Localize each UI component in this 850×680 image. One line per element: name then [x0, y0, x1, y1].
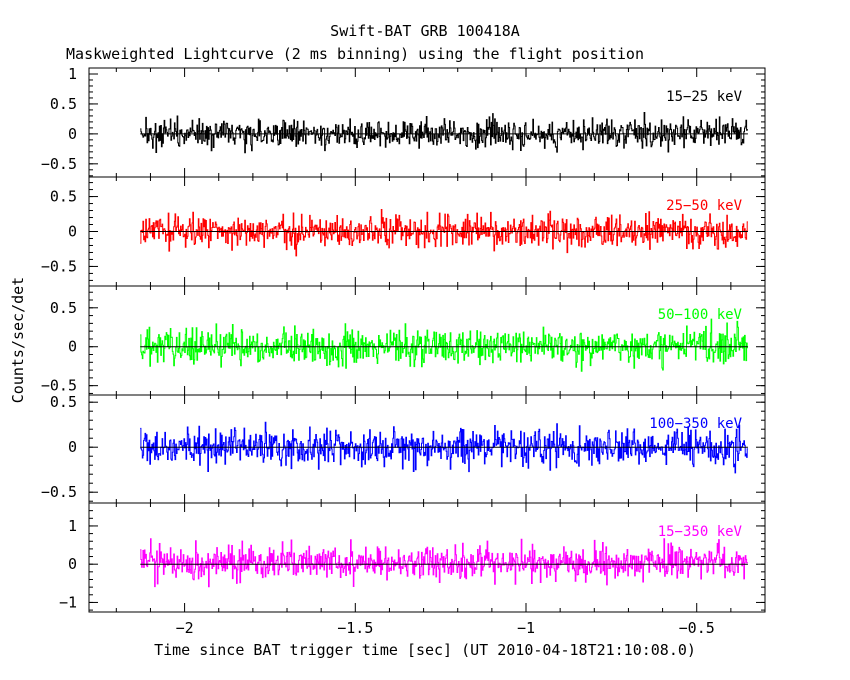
y-tick-label: 0.5 [50, 188, 77, 206]
panel-3: −0.5 0 0.5 50−100 keV [41, 285, 766, 396]
y-tick-label: 0 [68, 555, 77, 573]
series-line [140, 209, 748, 257]
y-tick-label: 1 [68, 65, 77, 83]
series-line [140, 112, 748, 154]
y-tick-label: −0.5 [41, 257, 77, 275]
x-axis: −2 −1.5 −1 −0.5 [176, 619, 715, 637]
band-label: 100−350 keV [649, 416, 742, 432]
chart-title: Swift-BAT GRB 100418A [330, 22, 520, 40]
y-tick-label: 0.5 [50, 95, 77, 113]
panel-2: −0.5 0 0.5 25−50 keV [41, 176, 766, 287]
band-label: 25−50 keV [666, 198, 742, 214]
panel-1: −0.5 0 0.5 1 15−25 keV [41, 65, 766, 178]
y-tick-label: −0.5 [41, 155, 77, 173]
x-axis-label: Time since BAT trigger time [sec] (UT 20… [154, 641, 696, 659]
band-label: 15−350 keV [658, 524, 743, 540]
panel-5: −1 0 1 15−350 keV [59, 502, 766, 613]
y-tick-label: 0 [68, 125, 77, 143]
x-tick-label: −2 [176, 619, 194, 637]
series-line [140, 318, 748, 372]
y-tick-label: 0 [68, 438, 77, 456]
x-tick-label: −1 [517, 619, 535, 637]
y-tick-label: 0 [68, 338, 77, 356]
panel-frame [88, 502, 766, 613]
y-tick-label: 1 [68, 517, 77, 535]
y-tick-label: −0.5 [41, 377, 77, 395]
x-tick-label: −0.5 [679, 619, 715, 637]
y-tick-label: −0.5 [41, 483, 77, 501]
chart-subtitle: Maskweighted Lightcurve (2 ms binning) u… [66, 45, 644, 63]
x-tick-label: −1.5 [337, 619, 373, 637]
band-label: 50−100 keV [658, 307, 743, 323]
panel-4: −0.5 0 0.5 100−350 keV [41, 393, 766, 504]
band-label: 15−25 keV [666, 89, 742, 105]
y-axis-label: Counts/sec/det [9, 277, 27, 403]
y-tick-label: −1 [59, 593, 77, 611]
y-tick-label: 0.5 [50, 299, 77, 317]
y-tick-label: 0.5 [50, 393, 77, 411]
series-line [140, 538, 748, 588]
y-tick-label: 0 [68, 223, 77, 241]
